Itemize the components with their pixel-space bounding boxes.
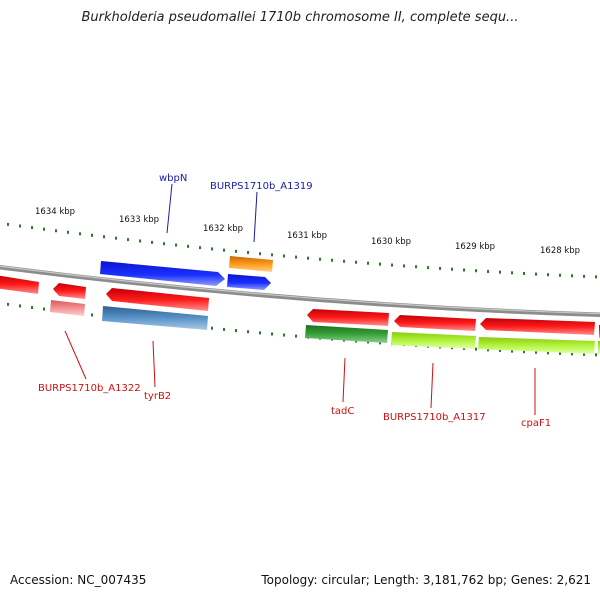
gene-BURPS1710b_A1319[interactable] xyxy=(227,274,271,290)
tick-label: 1630 kbp xyxy=(371,237,411,247)
gene-label-wbpN[interactable]: wbpN xyxy=(159,173,187,184)
gene-BURPS1710b_A1322-rna[interactable] xyxy=(50,300,85,316)
map-title: Burkholderia pseudomallei 1710b chromoso… xyxy=(81,10,519,25)
tick-label: 1632 kbp xyxy=(203,224,243,234)
gene-tyrB2-upper[interactable] xyxy=(106,288,209,311)
callout-line-BURPS1710b_A1319 xyxy=(253,191,258,243)
callout-line-BURPS1710b_A1317 xyxy=(430,362,434,409)
gene-tadC[interactable] xyxy=(307,309,389,326)
tick-layer xyxy=(7,222,597,357)
accession-label: Accession: NC_007435 xyxy=(10,573,147,587)
callout-line-wbpN xyxy=(166,183,173,234)
topology-label: Topology: circular; Length: 3,181,762 bp… xyxy=(261,573,591,587)
gene-cpaF1-homolog[interactable] xyxy=(478,337,595,354)
callout-line-BURPS1710b_A1322 xyxy=(64,330,87,380)
callout-line-tyrB2 xyxy=(152,340,156,388)
gene-label-BURPS1710b_A1322[interactable]: BURPS1710b_A1322 xyxy=(38,383,141,394)
tick-label: 1634 kbp xyxy=(35,207,75,217)
gene-BURPS1710b_A1317-homolog[interactable] xyxy=(391,332,476,349)
gene-label-BURPS1710b_A1319[interactable]: BURPS1710b_A1319 xyxy=(210,181,313,192)
gene-wbpN[interactable] xyxy=(100,261,225,286)
gene-tadC-homolog[interactable] xyxy=(305,325,388,343)
callout-line-tadC xyxy=(342,357,346,403)
gene-label-tyrB2[interactable]: tyrB2 xyxy=(144,391,171,402)
tick-label: 1629 kbp xyxy=(455,242,495,252)
gene-label-BURPS1710b_A1317[interactable]: BURPS1710b_A1317 xyxy=(383,412,486,423)
tick-label: 1633 kbp xyxy=(119,215,159,225)
gene-label-cpaF1[interactable]: cpaF1 xyxy=(521,418,551,429)
gene-BURPS1710b_A1322[interactable] xyxy=(53,283,86,299)
callout-layer xyxy=(64,183,536,415)
gene-labels: wbpN BURPS1710b_A1319 BURPS1710b_A1322 t… xyxy=(38,173,551,429)
gene-orange-feature[interactable] xyxy=(229,256,273,272)
tick-labels: 1634 kbp 1633 kbp 1632 kbp 1631 kbp 1630… xyxy=(35,207,580,256)
gene-label-tadC[interactable]: tadC xyxy=(331,406,354,417)
gene-BURPS1710b_A1317[interactable] xyxy=(394,315,476,331)
gene-tyrB2[interactable] xyxy=(102,306,208,330)
chromosome-backbone xyxy=(0,265,600,317)
gene-cpaF1[interactable] xyxy=(480,318,595,335)
tick-label: 1628 kbp xyxy=(540,246,580,256)
tick-label: 1631 kbp xyxy=(287,231,327,241)
gene-layer xyxy=(0,256,600,354)
gene-left-edge[interactable] xyxy=(0,275,39,294)
chromosome-backbone-highlight xyxy=(0,265,600,315)
